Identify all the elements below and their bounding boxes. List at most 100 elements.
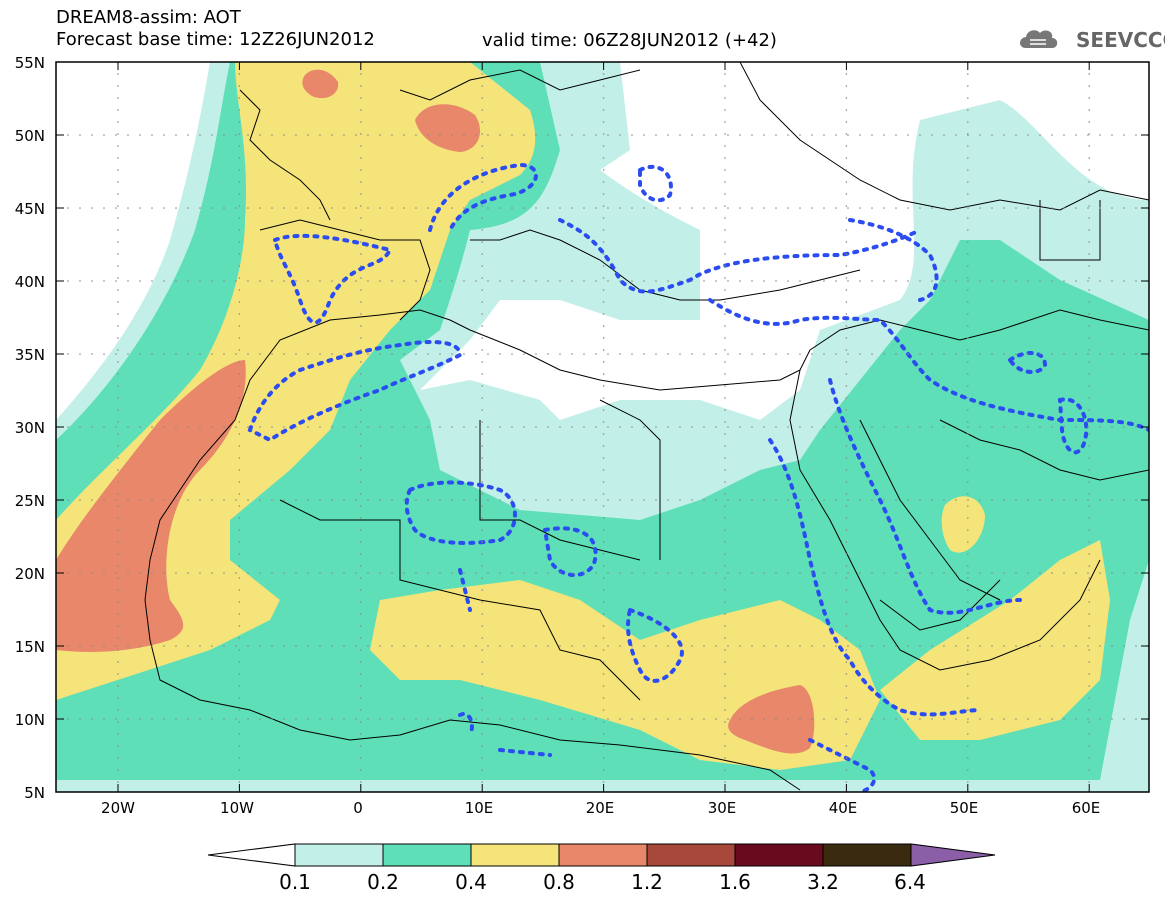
graticule-dot [238,637,241,639]
graticule-dot [211,207,213,209]
graticule-dot [79,645,81,647]
graticule-dot [403,718,405,720]
graticule-dot [724,313,726,315]
graticule-dot [602,433,605,435]
graticule-dot [117,733,119,735]
graticule-dot [238,673,241,675]
graticule-dot [187,572,189,574]
graticule-dot [163,207,165,209]
graticule-dot [187,499,189,501]
graticule-dot [481,193,484,195]
graticule-dot [1099,426,1101,428]
graticule-dot [343,499,345,501]
graticule-dot [679,207,681,209]
graticule-dot [415,645,417,647]
graticule-dot [238,85,241,87]
graticule-dot [845,181,848,183]
graticule-dot [415,207,417,209]
graticule-dot [991,353,993,355]
graticule-dot [1088,709,1090,711]
graticule-dot [845,661,848,663]
graticule-dot [571,134,573,136]
graticule-dot [967,733,969,735]
graticule-dot [619,353,621,355]
graticule-dot [602,109,605,111]
graticule-dot [127,499,129,501]
graticule-dot [481,733,484,735]
graticule-dot [1088,421,1090,423]
graticule-dot [847,134,849,136]
graticule-dot [103,572,105,574]
graticule-dot [117,121,119,123]
graticule-dot [967,134,969,136]
graticule-dot [1088,445,1090,447]
lon-label: 30E [707,799,737,817]
graticule-dot [481,85,484,87]
graticule-dot [1088,277,1090,279]
graticule-dot [163,572,165,574]
graticule-dot [967,769,969,771]
graticule-dot [931,718,933,720]
graticule-dot [1063,353,1065,355]
graticule-dot [360,577,362,579]
graticule-dot [117,625,119,627]
graticule-dot [799,718,801,720]
graticule-dot [739,718,741,720]
graticule-dot [127,353,129,355]
graticule-dot [139,353,141,355]
graticule-dot [631,207,633,209]
graticule-dot [481,181,484,183]
graticule-dot [331,426,333,428]
graticule-dot [117,457,119,459]
graticule-dot [1015,718,1017,720]
graticule-dot [724,109,726,111]
graticule-dot [379,353,381,355]
graticule-dot [967,193,969,195]
graticule-dot [967,373,969,375]
graticule-dot [238,721,241,723]
graticule-dot [1088,613,1090,615]
graticule-dot [403,426,405,428]
graticule-dot [943,718,945,720]
graticule-dot [1015,353,1017,355]
graticule-dot [823,718,825,720]
graticule-dot [724,529,726,531]
graticule-dot [115,645,117,647]
graticule-dot [67,280,69,282]
graticule-dot [117,577,119,579]
graticule-dot [360,601,362,603]
graticule-dot [481,301,484,303]
graticule-dot [655,499,657,501]
graticule-dot [415,499,417,501]
graticule-dot [1111,353,1113,355]
graticule-dot [259,718,261,720]
graticule-dot [360,193,362,195]
graticule-dot [427,499,429,501]
graticule-dot [907,426,909,428]
graticule-dot [367,426,369,428]
graticule-dot [319,718,321,720]
graticule-dot [487,207,489,209]
graticule-dot [319,134,321,136]
graticule-dot [845,673,848,675]
graticule-dot [724,781,726,783]
aot-0-4-region-gulf [941,496,985,553]
graticule-dot [845,409,848,411]
graticule-dot [360,757,362,759]
graticule-dot [463,718,465,720]
graticule-dot [967,280,969,282]
graticule-dot [481,349,484,351]
graticule-dot [607,499,609,501]
aot-0-8-region-ethiopia [728,685,815,754]
graticule-dot [481,97,484,99]
graticule-dot [117,109,119,111]
graticule-dot [1087,572,1089,574]
graticule-dot [763,499,765,501]
graticule-dot [211,572,213,574]
graticule-dot [847,572,849,574]
graticule-dot [859,426,861,428]
graticule-dot [967,241,969,243]
graticule-dot [691,134,693,136]
graticule-dot [1135,572,1137,574]
graticule-dot [379,426,381,428]
